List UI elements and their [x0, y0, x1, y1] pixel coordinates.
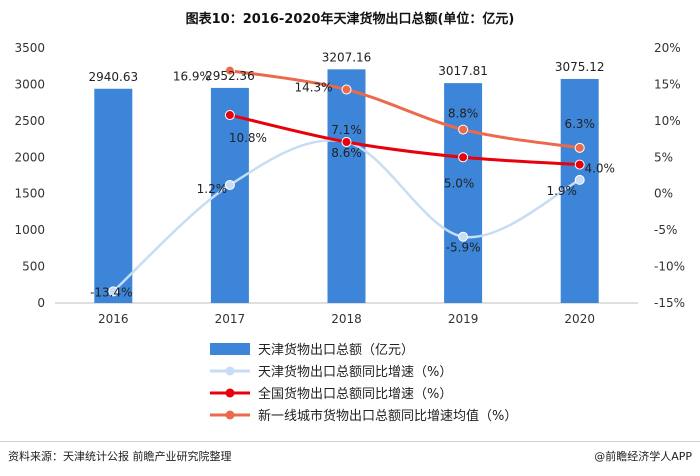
right-axis-tick-label: -15% [654, 296, 685, 310]
line-series [108, 65, 585, 297]
data-labels: 2940.63 2952.36 3207.16 3017.81 3075.12 -13.4… [88, 50, 614, 299]
tier1-growth-label: 16.9% [173, 70, 211, 84]
tianjin-growth-label: 7.1% [331, 123, 362, 137]
left-axis-tick-label: 3000 [14, 77, 45, 91]
tianjin-growth-point [458, 231, 469, 242]
left-axis-tick-label: 0 [37, 296, 45, 310]
legend-swatch-marker [225, 410, 235, 420]
national-growth-label: 10.8% [229, 131, 267, 145]
left-axis-tick-label: 1500 [14, 187, 45, 201]
source-note: 资料来源：天津统计公报 前瞻产业研究院整理 [8, 450, 232, 463]
national-growth-line [229, 113, 580, 167]
tianjin-growth-label: -5.9% [446, 241, 481, 255]
tier1-growth-point [574, 142, 585, 153]
national-growth-point [224, 110, 235, 121]
x-axis-tick-label: 2018 [331, 312, 362, 326]
right-axis-tick-label: 10% [654, 114, 681, 128]
right-axis-tick-label: 15% [654, 77, 681, 91]
legend-label: 天津货物出口总额（亿元） [258, 342, 414, 358]
legend-swatch-marker [225, 388, 235, 398]
chart-title: 图表10：2016-2020年天津货物出口总额(单位：亿元) [185, 12, 515, 27]
legend-label: 新一线城市货物出口总额同比增速均值（%） [258, 408, 517, 424]
left-axis-tick-label: 2000 [14, 150, 45, 164]
legend-swatch-bar [210, 343, 250, 355]
bar-series [94, 69, 599, 304]
right-axis-tick-label: -10% [654, 260, 685, 274]
bar-value-label: 3075.12 [555, 60, 605, 74]
tier1-growth-label: 8.8% [448, 107, 479, 121]
left-axis-tick-label: 3500 [14, 41, 45, 55]
legend-label: 全国货物出口总额同比增速（%） [258, 386, 452, 402]
brand-credit: @前瞻经济学人APP [594, 450, 692, 463]
legend-label: 天津货物出口总额同比增速（%） [258, 364, 452, 380]
left-axis-tick-label: 500 [22, 260, 45, 274]
tier1-growth-label: 6.3% [564, 117, 595, 131]
x-axis-tick-label: 2020 [564, 312, 595, 326]
bar [327, 69, 366, 304]
tier1-growth-line [229, 69, 580, 150]
tier1-growth-point [224, 65, 235, 76]
tianjin-growth-label: 1.2% [197, 182, 228, 196]
footer-divider [0, 441, 700, 442]
x-axis-tick-label: 2016 [98, 312, 129, 326]
tier1-growth-point [341, 84, 352, 95]
left-axis-tick-label: 2500 [14, 114, 45, 128]
national-growth-label: 4.0% [584, 162, 615, 176]
national-growth-point [341, 136, 352, 147]
chart-legend: 天津货物出口总额（亿元） 天津货物出口总额同比增速（%） 全国货物出口总额同比增速（… [210, 342, 517, 424]
bar [444, 83, 483, 304]
tier1-growth-label: 14.3% [294, 81, 332, 95]
national-growth-point [574, 159, 585, 170]
right-axis-tick-label: 5% [654, 150, 673, 164]
bar-value-label: 2952.36 [205, 69, 255, 83]
bar-value-label: 3017.81 [438, 64, 488, 78]
right-axis-tick-label: 0% [654, 187, 673, 201]
legend-swatch-marker [225, 366, 235, 376]
tianjin-growth-point [108, 286, 119, 297]
chart-axes: 0 500 1000 1500 2000 2500 3000 3500 -15% -10% -5% 0… [14, 41, 685, 326]
x-axis-tick-label: 2017 [215, 312, 246, 326]
bar-value-label: 2940.63 [88, 70, 138, 84]
right-axis-tick-label: 20% [654, 41, 681, 55]
national-growth-point [458, 152, 469, 163]
tianjin-growth-point [574, 174, 585, 185]
x-axis-tick-label: 2019 [448, 312, 479, 326]
tianjin-growth-label: -13.4% [90, 285, 132, 299]
right-axis-tick-label: -5% [654, 223, 677, 237]
tianjin-growth-point [224, 179, 235, 190]
bar-value-label: 3207.16 [322, 50, 372, 64]
national-growth-label: 5.0% [444, 176, 475, 190]
bar [560, 78, 599, 304]
tianjin-growth-label: 1.9% [546, 184, 577, 198]
tier1-growth-point [458, 124, 469, 135]
national-growth-label: 8.6% [331, 146, 362, 160]
left-axis-tick-label: 1000 [14, 223, 45, 237]
bar [94, 88, 133, 304]
